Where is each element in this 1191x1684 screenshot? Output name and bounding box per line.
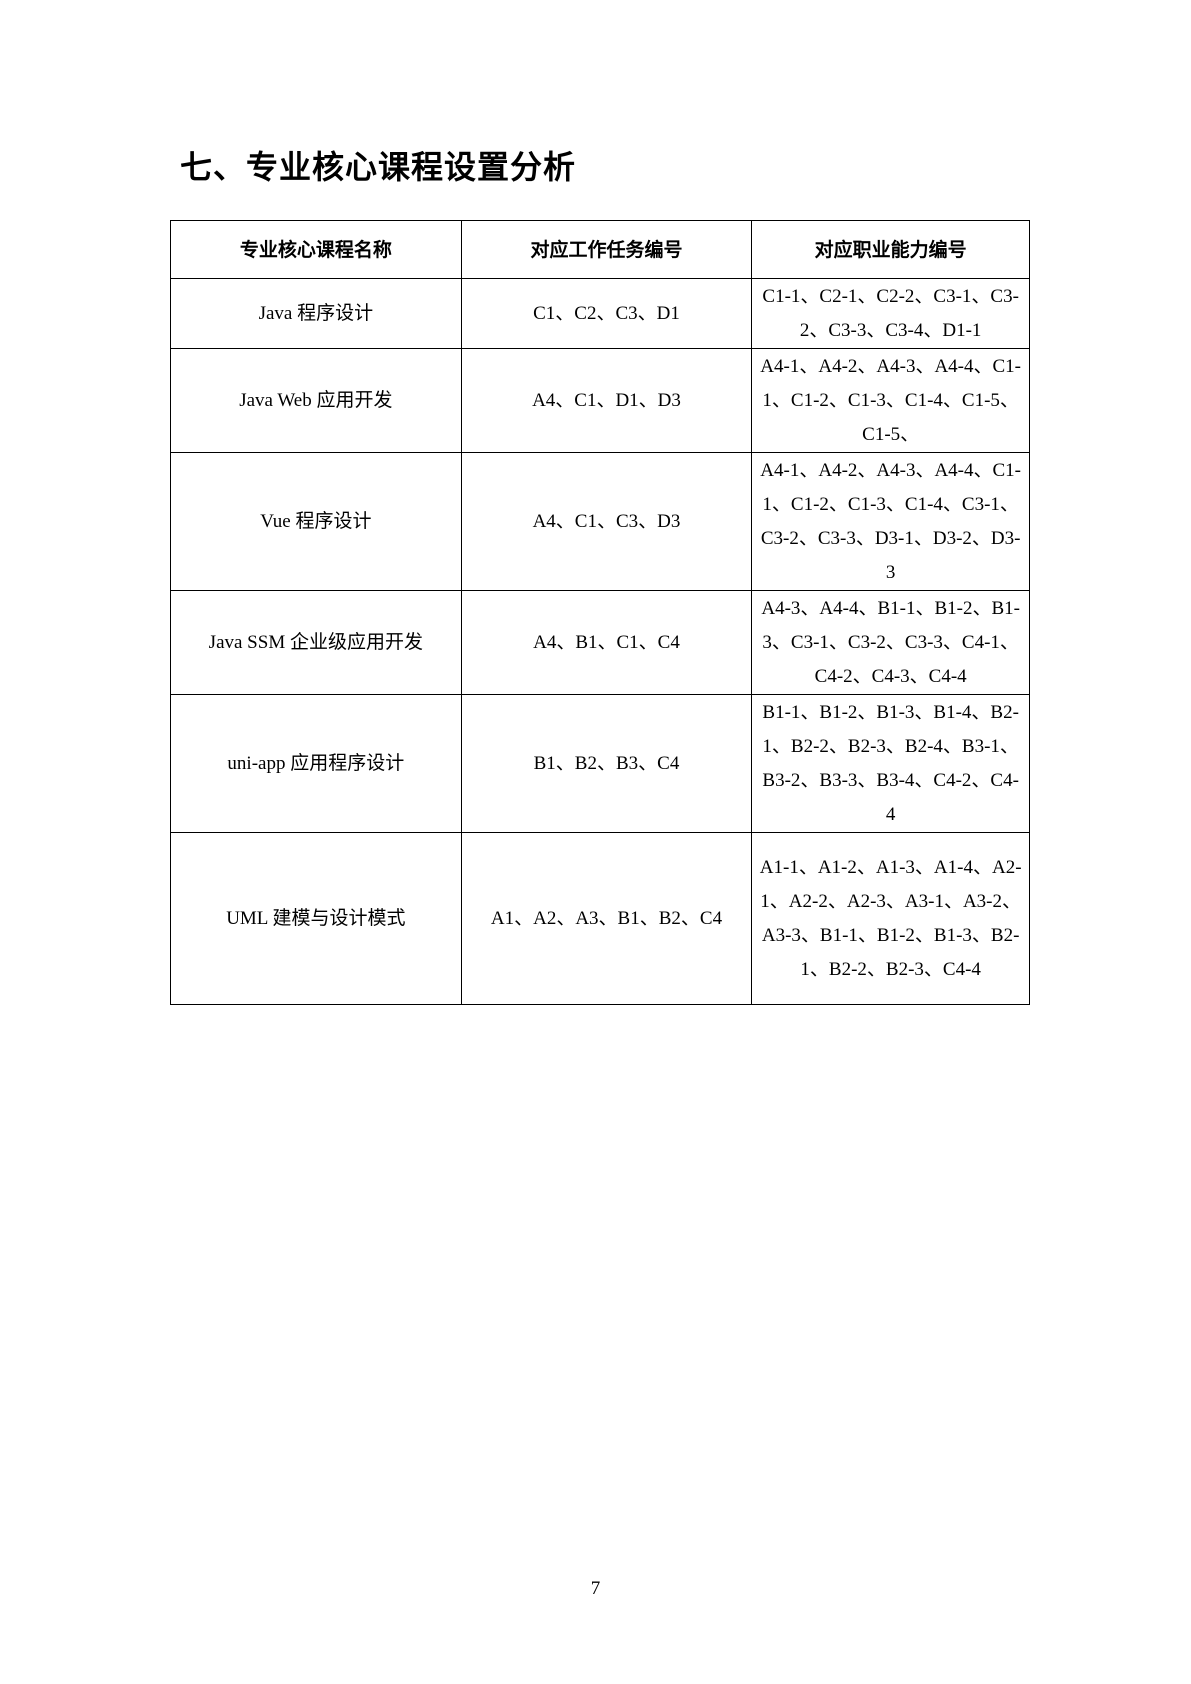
course-name: Vue 程序设计	[170, 452, 462, 591]
table-header-row: 专业核心课程名称 对应工作任务编号 对应职业能力编号	[170, 220, 1030, 279]
task-codes: A1、A2、A3、B1、B2、C4	[460, 832, 753, 1005]
header-task-codes: 对应工作任务编号	[460, 220, 753, 279]
course-name: uni-app 应用程序设计	[170, 694, 462, 833]
ability-codes: A4-1、A4-2、A4-3、A4-4、C1-1、C1-2、C1-3、C1-4、…	[751, 452, 1030, 591]
ability-codes: B1-1、B1-2、B1-3、B1-4、B2-1、B2-2、B2-3、B2-4、…	[751, 694, 1030, 833]
ability-codes: A4-3、A4-4、B1-1、B1-2、B1-3、C3-1、C3-2、C3-3、…	[751, 590, 1030, 695]
table-row: Java Web 应用开发 A4、C1、D1、D3 A4-1、A4-2、A4-3…	[170, 348, 1030, 453]
header-course-name: 专业核心课程名称	[170, 220, 462, 279]
section-title: 七、专业核心课程设置分析	[180, 148, 577, 186]
core-course-table: 专业核心课程名称 对应工作任务编号 对应职业能力编号 Java 程序设计 C1、…	[170, 220, 1030, 1005]
ability-codes: A1-1、A1-2、A1-3、A1-4、A2-1、A2-2、A2-3、A3-1、…	[751, 832, 1030, 1005]
ability-codes: A4-1、A4-2、A4-3、A4-4、C1-1、C1-2、C1-3、C1-4、…	[751, 348, 1030, 453]
table-row: uni-app 应用程序设计 B1、B2、B3、C4 B1-1、B1-2、B1-…	[170, 694, 1030, 833]
table-row: Vue 程序设计 A4、C1、C3、D3 A4-1、A4-2、A4-3、A4-4…	[170, 452, 1030, 591]
course-name: Java 程序设计	[170, 278, 462, 349]
course-name: Java Web 应用开发	[170, 348, 462, 453]
header-ability-codes: 对应职业能力编号	[751, 220, 1030, 279]
course-name: Java SSM 企业级应用开发	[170, 590, 462, 695]
table-row: Java 程序设计 C1、C2、C3、D1 C1-1、C2-1、C2-2、C3-…	[170, 278, 1030, 349]
table-row: UML 建模与设计模式 A1、A2、A3、B1、B2、C4 A1-1、A1-2、…	[170, 832, 1030, 1005]
page-number: 7	[590, 1578, 601, 1599]
task-codes: A4、B1、C1、C4	[460, 590, 753, 695]
table-row: Java SSM 企业级应用开发 A4、B1、C1、C4 A4-3、A4-4、B…	[170, 590, 1030, 695]
task-codes: C1、C2、C3、D1	[460, 278, 753, 349]
ability-codes: C1-1、C2-1、C2-2、C3-1、C3-2、C3-3、C3-4、D1-1	[751, 278, 1030, 349]
task-codes: A4、C1、D1、D3	[460, 348, 753, 453]
task-codes: B1、B2、B3、C4	[460, 694, 753, 833]
task-codes: A4、C1、C3、D3	[460, 452, 753, 591]
course-name: UML 建模与设计模式	[170, 832, 462, 1005]
